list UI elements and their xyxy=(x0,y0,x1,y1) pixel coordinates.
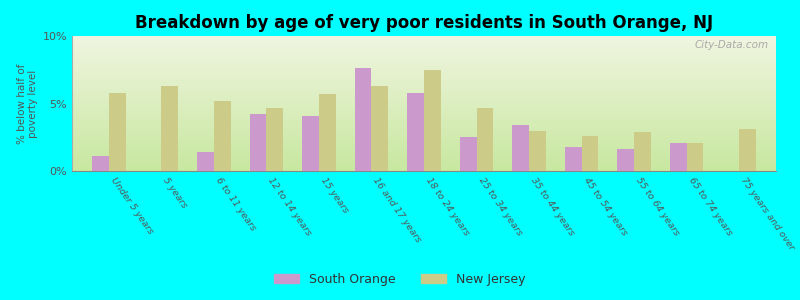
Bar xyxy=(424,70,441,171)
Bar xyxy=(266,108,283,171)
Bar xyxy=(512,125,529,171)
Bar xyxy=(109,93,126,171)
Bar xyxy=(686,143,703,171)
Title: Breakdown by age of very poor residents in South Orange, NJ: Breakdown by age of very poor residents … xyxy=(135,14,713,32)
Bar xyxy=(529,130,546,171)
Bar xyxy=(302,116,319,171)
Bar xyxy=(162,86,178,171)
Bar xyxy=(670,143,686,171)
Bar xyxy=(477,108,494,171)
Bar xyxy=(371,86,388,171)
Legend: South Orange, New Jersey: South Orange, New Jersey xyxy=(270,268,530,291)
Bar xyxy=(618,149,634,171)
Bar xyxy=(460,137,477,171)
Bar xyxy=(634,132,651,171)
Bar xyxy=(250,114,266,171)
Bar xyxy=(92,156,109,171)
Bar xyxy=(407,93,424,171)
Bar xyxy=(319,94,336,171)
Text: City-Data.com: City-Data.com xyxy=(695,40,769,50)
Bar xyxy=(739,129,756,171)
Bar xyxy=(214,101,230,171)
Bar xyxy=(354,68,371,171)
Y-axis label: % below half of
poverty level: % below half of poverty level xyxy=(17,63,38,144)
Bar xyxy=(197,152,214,171)
Bar xyxy=(565,147,582,171)
Bar xyxy=(582,136,598,171)
